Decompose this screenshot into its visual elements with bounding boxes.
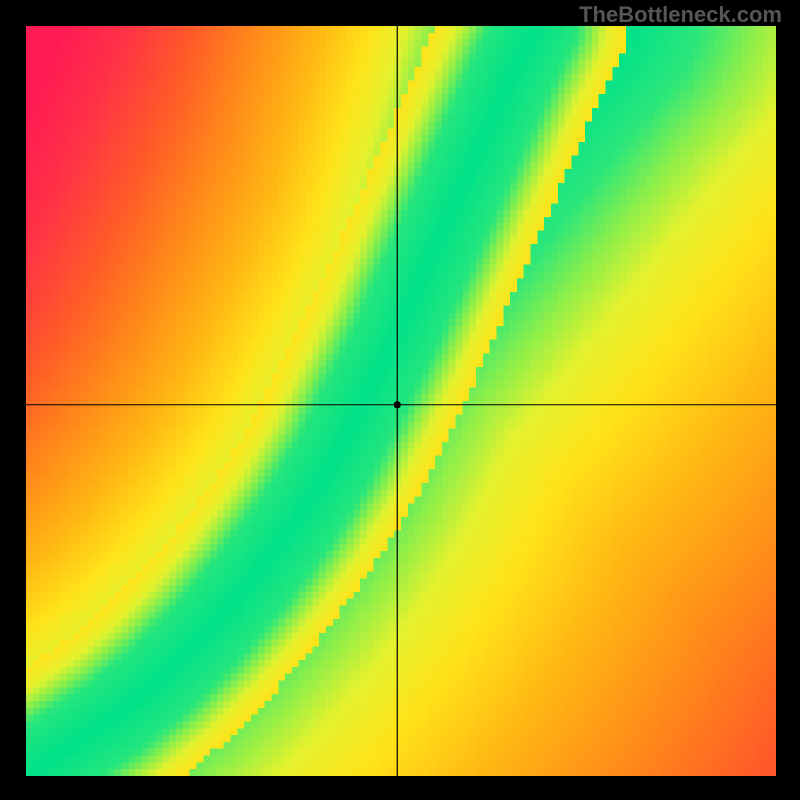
heatmap-canvas (26, 26, 776, 776)
watermark-text: TheBottleneck.com (579, 2, 782, 28)
chart-container: TheBottleneck.com (0, 0, 800, 800)
